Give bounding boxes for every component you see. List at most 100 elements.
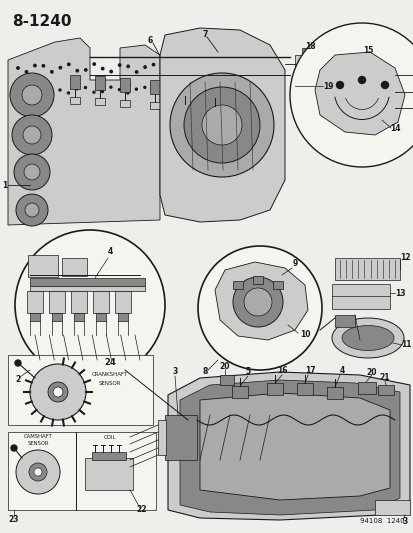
Polygon shape (159, 28, 284, 222)
Circle shape (152, 91, 154, 93)
Circle shape (237, 64, 239, 66)
Circle shape (220, 71, 222, 73)
Polygon shape (168, 372, 409, 520)
Text: 3: 3 (172, 367, 177, 376)
Bar (266, 383, 282, 395)
Text: 7: 7 (202, 29, 207, 38)
Circle shape (228, 65, 230, 68)
Bar (272, 281, 282, 289)
Bar (294, 55, 324, 73)
Circle shape (22, 85, 42, 105)
Circle shape (17, 67, 19, 69)
Circle shape (24, 164, 40, 180)
Text: 1: 1 (2, 181, 7, 190)
Circle shape (220, 91, 222, 93)
Circle shape (135, 71, 138, 73)
Bar (30, 313, 40, 321)
Bar (27, 291, 43, 313)
Circle shape (228, 86, 230, 88)
Circle shape (30, 364, 86, 420)
Circle shape (50, 71, 53, 73)
Circle shape (14, 154, 50, 190)
Bar (93, 291, 109, 313)
Bar (150, 80, 159, 94)
Bar (95, 98, 105, 105)
Bar (52, 313, 62, 321)
Circle shape (253, 68, 256, 70)
Text: 20: 20 (219, 362, 230, 372)
Circle shape (84, 86, 86, 88)
Text: 4: 4 (107, 247, 112, 256)
Circle shape (29, 463, 47, 481)
Text: 19: 19 (322, 82, 332, 91)
Bar (334, 315, 354, 327)
Bar (62, 258, 87, 276)
Bar (30, 278, 145, 286)
Text: SENSOR: SENSOR (99, 382, 121, 386)
Bar (294, 78, 322, 90)
Circle shape (16, 194, 48, 226)
Circle shape (262, 86, 264, 88)
Bar (165, 415, 197, 460)
Circle shape (15, 230, 165, 380)
Circle shape (254, 89, 256, 91)
Text: 3: 3 (401, 518, 407, 527)
Bar (71, 291, 87, 313)
Circle shape (237, 88, 239, 90)
Bar (357, 382, 375, 394)
Bar (74, 313, 84, 321)
Bar (120, 100, 130, 107)
Circle shape (59, 67, 62, 69)
Circle shape (211, 66, 214, 68)
Text: 15: 15 (362, 45, 372, 54)
Text: 2: 2 (15, 376, 21, 384)
Ellipse shape (331, 318, 403, 358)
Bar (96, 313, 106, 321)
Circle shape (109, 86, 112, 88)
Bar (209, 84, 219, 98)
Circle shape (76, 69, 78, 72)
Circle shape (59, 89, 61, 91)
Circle shape (93, 63, 95, 65)
Bar (49, 291, 65, 313)
Circle shape (262, 63, 264, 65)
Bar (180, 82, 190, 96)
Bar (70, 97, 80, 104)
Circle shape (358, 77, 365, 84)
Circle shape (34, 468, 42, 476)
Bar (92, 452, 126, 460)
Circle shape (289, 23, 413, 167)
Circle shape (245, 92, 247, 94)
Text: 6: 6 (147, 36, 152, 44)
Bar (252, 276, 262, 284)
Circle shape (152, 63, 154, 66)
Bar (231, 386, 247, 398)
Circle shape (194, 88, 196, 91)
Circle shape (10, 73, 54, 117)
Circle shape (169, 68, 171, 70)
Circle shape (42, 64, 45, 67)
Text: 8: 8 (202, 367, 207, 376)
Circle shape (118, 64, 121, 66)
Text: 9: 9 (292, 259, 297, 268)
Circle shape (197, 246, 321, 370)
Bar (180, 104, 190, 111)
Text: 20: 20 (366, 368, 376, 377)
Circle shape (380, 82, 387, 88)
Circle shape (177, 88, 179, 90)
Text: 8-1240: 8-1240 (12, 14, 71, 29)
Polygon shape (199, 393, 389, 500)
Text: 22: 22 (136, 505, 147, 514)
Text: 14: 14 (389, 124, 399, 133)
Bar (8, 355, 153, 425)
Bar (331, 284, 389, 309)
Circle shape (203, 63, 205, 66)
Circle shape (183, 87, 259, 163)
Bar (85, 458, 133, 490)
Bar (115, 291, 131, 313)
Circle shape (169, 86, 171, 88)
Circle shape (16, 450, 60, 494)
Bar (150, 102, 159, 109)
Bar (118, 313, 128, 321)
Circle shape (177, 63, 180, 65)
